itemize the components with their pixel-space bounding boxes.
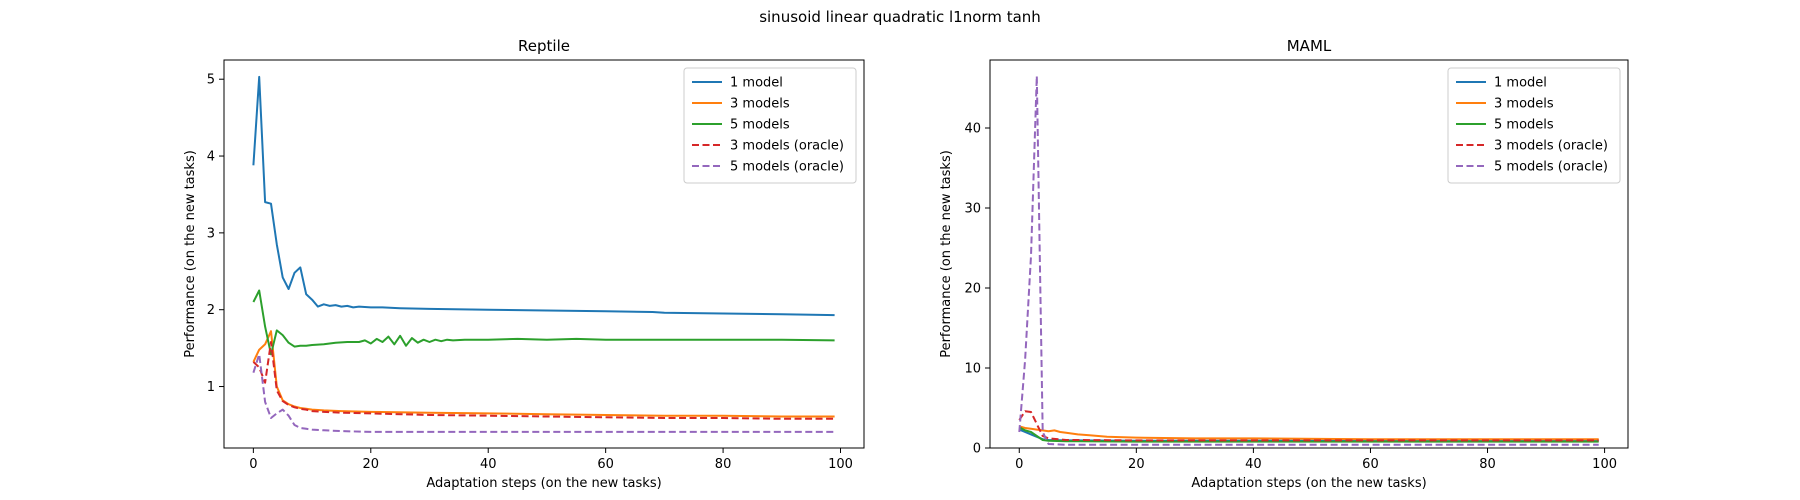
x-axis-label: Adaptation steps (on the new tasks) [1191, 476, 1426, 491]
x-tick-label: 40 [1245, 457, 1262, 472]
figure-suptitle: sinusoid linear quadratic l1norm tanh [759, 8, 1041, 26]
legend-label: 3 models (oracle) [730, 139, 844, 154]
legend: 1 model 3 models 5 models 3 models (oracle)… [683, 67, 857, 184]
subplot-title: Reptile [518, 37, 570, 55]
legend-label: 3 models [730, 97, 790, 112]
x-tick-label: 0 [249, 457, 257, 472]
maml-panel: MAML 0 20 40 60 80 100 0 10 20 30 40 Adaptation step… [939, 37, 1629, 491]
y-tick-label: 0 [973, 442, 981, 457]
series-line-1-model [252, 75, 835, 317]
series-line-5-models-oracle [252, 353, 835, 433]
series-line-3-models-oracle [1018, 410, 1599, 442]
series-line-3-models [1019, 425, 1599, 441]
y-axis-label: Performance (on the new tasks) [183, 150, 198, 358]
x-tick-label: 20 [1128, 457, 1145, 472]
y-tick-label: 10 [964, 362, 981, 377]
legend-box [683, 67, 857, 184]
series-line-3-models-oracle [252, 341, 835, 420]
axes-frame [223, 59, 865, 449]
legend-label: 1 model [730, 76, 783, 91]
y-axis-label: Performance (on the new tasks) [939, 150, 954, 358]
y-tick-label: 40 [964, 122, 981, 137]
x-tick-label: 80 [715, 457, 732, 472]
y-tick-label: 20 [964, 282, 981, 297]
y-tick-label: 2 [207, 303, 215, 318]
x-tick-label: 20 [363, 457, 380, 472]
legend-label: 5 models (oracle) [730, 160, 844, 175]
legend-label: 5 models [1494, 118, 1554, 133]
series-line-3-models [252, 330, 835, 418]
x-axis-label: Adaptation steps (on the new tasks) [426, 476, 661, 491]
x-tick-label: 60 [597, 457, 614, 472]
x-tick-label: 60 [1362, 457, 1379, 472]
legend-label: 3 models [1494, 97, 1554, 112]
legend-label: 5 models [730, 118, 790, 133]
x-tick-label: 0 [1015, 457, 1023, 472]
y-tick-label: 30 [964, 202, 981, 217]
series-line-5-models [1018, 426, 1599, 443]
x-tick-label: 40 [480, 457, 497, 472]
x-tick-label: 100 [828, 457, 853, 472]
legend-box [1447, 67, 1621, 184]
series-line-5-models [252, 289, 835, 356]
y-tick-label: 5 [207, 73, 215, 88]
legend-label: 1 model [1494, 76, 1547, 91]
axes-frame [989, 59, 1629, 449]
reptile-panel: Reptile 0 20 40 60 80 100 1 2 3 4 5 Adaptation steps… [183, 37, 865, 491]
x-tick-label: 80 [1479, 457, 1496, 472]
legend-label: 3 models (oracle) [1494, 139, 1608, 154]
legend: 1 model 3 models 5 models 3 models (oracle)… [1447, 67, 1621, 184]
x-tick-label: 100 [1592, 457, 1617, 472]
subplot-title: MAML [1287, 37, 1332, 55]
y-tick-label: 1 [207, 380, 215, 395]
y-tick-label: 4 [207, 150, 215, 165]
y-tick-label: 3 [207, 226, 215, 241]
legend-label: 5 models (oracle) [1494, 160, 1608, 175]
